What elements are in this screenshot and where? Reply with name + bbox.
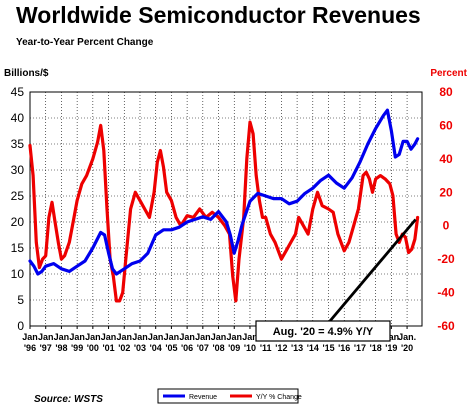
x-tick-label-bottom: '02 — [118, 343, 130, 353]
x-tick-label-bottom: '03 — [134, 343, 146, 353]
x-tick-label-top: Jan — [85, 332, 101, 342]
x-tick-label-top: Jan — [117, 332, 133, 342]
x-tick-label-bottom: '09 — [228, 343, 240, 353]
footer: Source: WSTS Revenue Y/Y % Change — [34, 388, 302, 405]
y-axis-left-ticks: 0 5 10 15 20 25 30 35 40 45 — [11, 85, 25, 333]
grid — [29, 91, 423, 329]
x-tick-label-top: Jan — [195, 332, 211, 342]
y-right-tick-label: 40 — [439, 152, 453, 166]
x-tick-label-bottom: '96 — [24, 343, 36, 353]
x-tick-label-top: Jan — [226, 332, 242, 342]
legend-box — [157, 388, 299, 404]
y-axis-left-label: Billions/$ — [4, 68, 49, 79]
x-tick-label-top: Jan — [54, 332, 70, 342]
x-tick-label-top: Jan — [384, 332, 400, 342]
x-tick-label-bottom: '14 — [307, 343, 319, 353]
x-tick-label-top: Jan — [148, 332, 164, 342]
chart-subtitle: Year-to-Year Percent Change — [16, 37, 154, 48]
x-tick-label-bottom: '18 — [370, 343, 382, 353]
x-tick-label-top: Jan. — [398, 332, 416, 342]
y-left-tick-label: 25 — [11, 189, 25, 203]
y-right-tick-label: 0 — [443, 219, 450, 233]
x-tick-label-top: Jan — [211, 332, 227, 342]
y-axis-right-ticks: -60 -40 -20 0 20 40 60 80 — [437, 85, 455, 333]
x-tick-label-bottom: '08 — [212, 343, 224, 353]
x-tick-label-top: Jan — [179, 332, 195, 342]
x-tick-label-bottom: '17 — [354, 343, 366, 353]
x-tick-label-bottom: '97 — [40, 343, 52, 353]
y-left-tick-label: 35 — [11, 137, 25, 151]
x-tick-label-bottom: '10 — [244, 343, 256, 353]
annotation-box — [255, 320, 391, 342]
x-tick-label-bottom: '07 — [197, 343, 209, 353]
y-right-tick-label: -60 — [437, 319, 455, 333]
y-left-tick-label: 0 — [17, 319, 24, 333]
y-right-tick-label: -20 — [437, 252, 455, 266]
x-tick-label-top: Jan — [101, 332, 117, 342]
y-right-tick-label: -40 — [437, 286, 455, 300]
legend-label: Revenue — [189, 394, 217, 401]
x-tick-label-bottom: '16 — [338, 343, 350, 353]
x-tick-label-top: Jan — [164, 332, 180, 342]
y-left-tick-label: 45 — [11, 85, 25, 99]
x-tick-label-bottom: '05 — [165, 343, 177, 353]
x-tick-label-bottom: '13 — [291, 343, 303, 353]
x-tick-label-bottom: '11 — [260, 343, 272, 353]
y-left-tick-label: 40 — [11, 111, 25, 125]
series-line-revenue — [28, 108, 420, 276]
legend: Revenue Y/Y % Change — [163, 394, 302, 401]
annotation-layer: Aug. '20 = 4.9% Y/Y — [255, 218, 417, 342]
series-layer — [28, 108, 420, 303]
y-left-tick-label: 5 — [17, 293, 24, 307]
x-tick-label-bottom: '98 — [55, 343, 67, 353]
x-tick-label-bottom: '00 — [87, 343, 99, 353]
x-tick-label-bottom: '12 — [275, 343, 287, 353]
legend-label: Y/Y % Change — [256, 394, 302, 401]
source-label: Source: WSTS — [34, 394, 103, 405]
x-tick-label-bottom: '01 — [102, 343, 114, 353]
x-tick-label-bottom: '19 — [385, 343, 397, 353]
x-tick-label-bottom: '99 — [71, 343, 83, 353]
x-tick-label-top: Jan — [22, 332, 38, 342]
x-tick-label-bottom: '06 — [181, 343, 193, 353]
annotation-pointer — [328, 218, 417, 322]
x-tick-label-top: Jan — [69, 332, 85, 342]
y-left-tick-label: 20 — [11, 215, 25, 229]
x-tick-label-bottom: '04 — [150, 343, 162, 353]
y-right-tick-label: 80 — [439, 85, 453, 99]
x-tick-label-bottom: '20 — [401, 343, 413, 353]
y-left-tick-label: 15 — [11, 241, 25, 255]
x-tick-label-top: Jan — [38, 332, 54, 342]
series-line-y-y-change — [28, 120, 420, 303]
y-right-tick-label: 60 — [439, 118, 453, 132]
annotation-text: Aug. '20 = 4.9% Y/Y — [273, 326, 374, 338]
y-left-tick-label: 10 — [11, 267, 25, 281]
plot-frame — [29, 91, 423, 327]
y-right-tick-label: 20 — [439, 185, 453, 199]
y-left-tick-label: 30 — [11, 163, 25, 177]
x-tick-label-bottom: '15 — [322, 343, 334, 353]
y-axis-right-label: Percent — [430, 68, 467, 79]
x-tick-label-top: Jan — [242, 332, 258, 342]
chart-title: Worldwide Semiconductor Revenues — [16, 2, 421, 28]
x-tick-label-top: Jan — [132, 332, 148, 342]
